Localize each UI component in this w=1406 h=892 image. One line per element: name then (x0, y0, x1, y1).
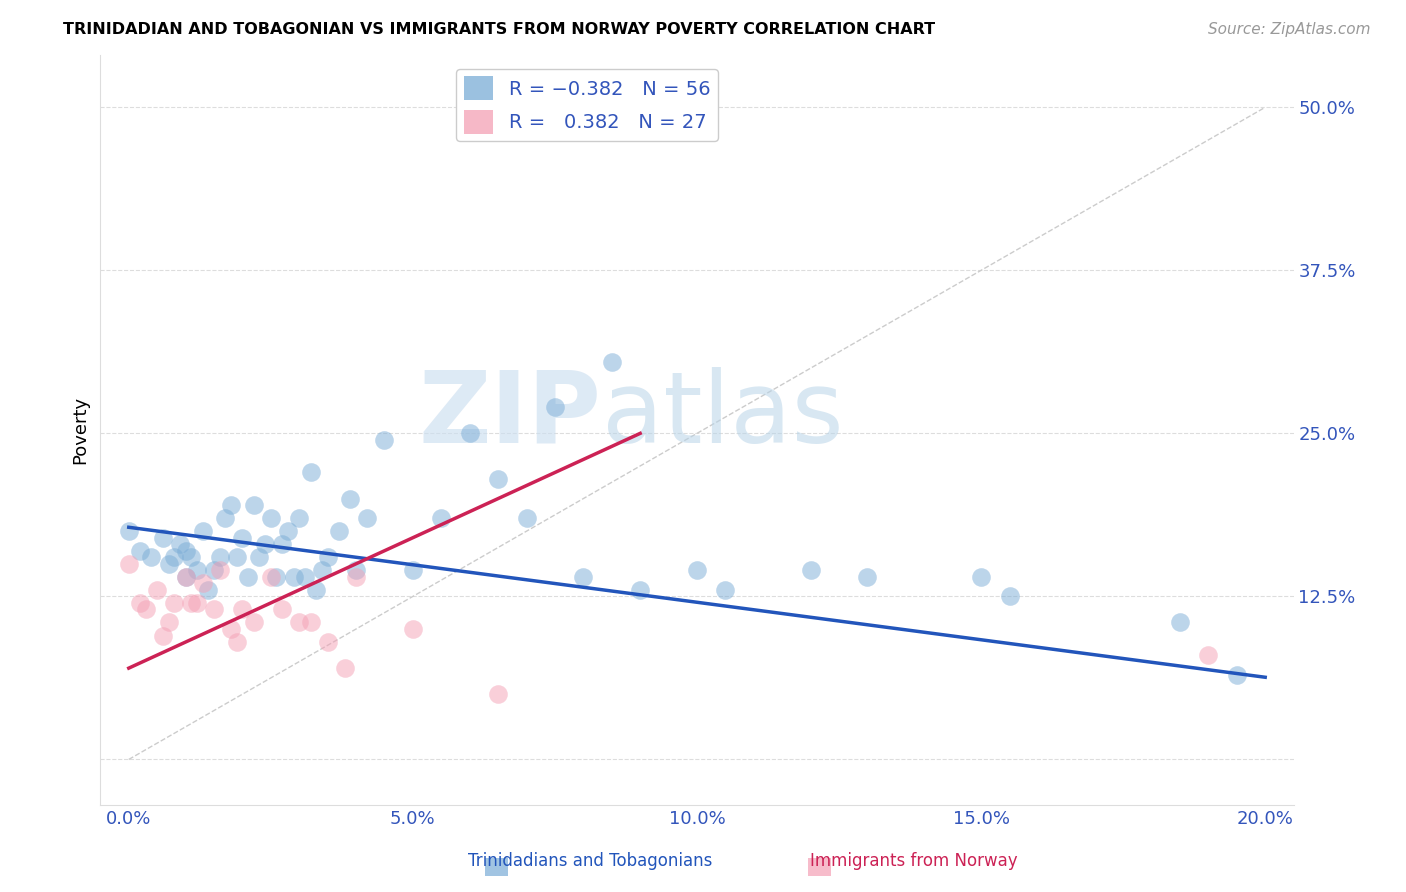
Point (186, 596, 208, 610)
Point (515, 511, 537, 525)
Point (402, 622, 425, 636)
Point (311, 563, 333, 577)
Point (486, 687, 509, 701)
Point (163, 550, 186, 565)
Point (305, 582, 328, 597)
Point (299, 615, 322, 630)
Point (333, 661, 356, 675)
Point (225, 635, 247, 649)
Point (236, 570, 259, 584)
Point (1226, 667, 1249, 681)
Point (186, 563, 208, 577)
Point (288, 511, 311, 525)
Point (118, 557, 141, 571)
Point (458, 426, 481, 441)
Point (242, 498, 264, 512)
Point (288, 615, 311, 630)
Point (271, 602, 294, 616)
Point (174, 543, 197, 558)
Point (277, 524, 299, 539)
Point (260, 570, 283, 584)
Y-axis label: Poverty: Poverty (72, 396, 89, 464)
Point (339, 491, 361, 506)
Point (544, 401, 567, 415)
Point (152, 531, 174, 545)
Point (174, 570, 197, 584)
Point (225, 550, 247, 565)
Point (373, 433, 395, 447)
Point (254, 537, 277, 551)
Point (800, 563, 823, 577)
Text: ZIP: ZIP (419, 367, 602, 464)
Legend: R = −0.382   N = 56, R =   0.382   N = 27: R = −0.382 N = 56, R = 0.382 N = 27 (456, 69, 718, 141)
Point (231, 531, 253, 545)
Point (1168, 615, 1191, 630)
Point (180, 550, 202, 565)
Point (191, 576, 214, 591)
Point (163, 596, 186, 610)
Point (118, 524, 141, 539)
Point (169, 537, 191, 551)
Point (208, 550, 231, 565)
Point (299, 466, 322, 480)
Point (231, 602, 253, 616)
Point (157, 557, 180, 571)
Point (129, 596, 152, 610)
Text: Source: ZipAtlas.com: Source: ZipAtlas.com (1208, 22, 1371, 37)
Point (260, 511, 283, 525)
Point (219, 622, 242, 636)
Point (686, 563, 709, 577)
Text: atlas: atlas (602, 367, 844, 464)
Point (430, 511, 453, 525)
Point (316, 550, 339, 565)
Point (714, 582, 737, 597)
Point (129, 543, 152, 558)
Point (152, 628, 174, 642)
Point (208, 563, 231, 577)
Point (219, 498, 242, 512)
Point (214, 511, 236, 525)
Point (1197, 648, 1219, 662)
Point (135, 602, 157, 616)
Text: Immigrants from Norway: Immigrants from Norway (810, 852, 1018, 870)
Point (197, 582, 219, 597)
Point (316, 635, 339, 649)
Point (402, 563, 425, 577)
Point (174, 570, 197, 584)
Text: Trinidadians and Tobagonians: Trinidadians and Tobagonians (468, 852, 713, 870)
Point (998, 590, 1021, 604)
Point (294, 570, 316, 584)
Point (202, 602, 225, 616)
Point (628, 582, 651, 597)
Point (249, 550, 271, 565)
Point (572, 570, 595, 584)
Point (271, 537, 294, 551)
Point (242, 615, 264, 630)
Point (146, 582, 169, 597)
Point (157, 615, 180, 630)
Point (328, 524, 350, 539)
Point (970, 570, 993, 584)
Point (141, 550, 163, 565)
Point (600, 354, 623, 368)
Point (191, 524, 214, 539)
Point (180, 596, 202, 610)
Text: TRINIDADIAN AND TOBAGONIAN VS IMMIGRANTS FROM NORWAY POVERTY CORRELATION CHART: TRINIDADIAN AND TOBAGONIAN VS IMMIGRANTS… (63, 22, 935, 37)
Point (344, 563, 367, 577)
Point (283, 570, 305, 584)
Point (202, 563, 225, 577)
Point (356, 511, 378, 525)
Point (344, 570, 367, 584)
Point (486, 472, 509, 486)
Point (856, 570, 879, 584)
Point (266, 570, 288, 584)
